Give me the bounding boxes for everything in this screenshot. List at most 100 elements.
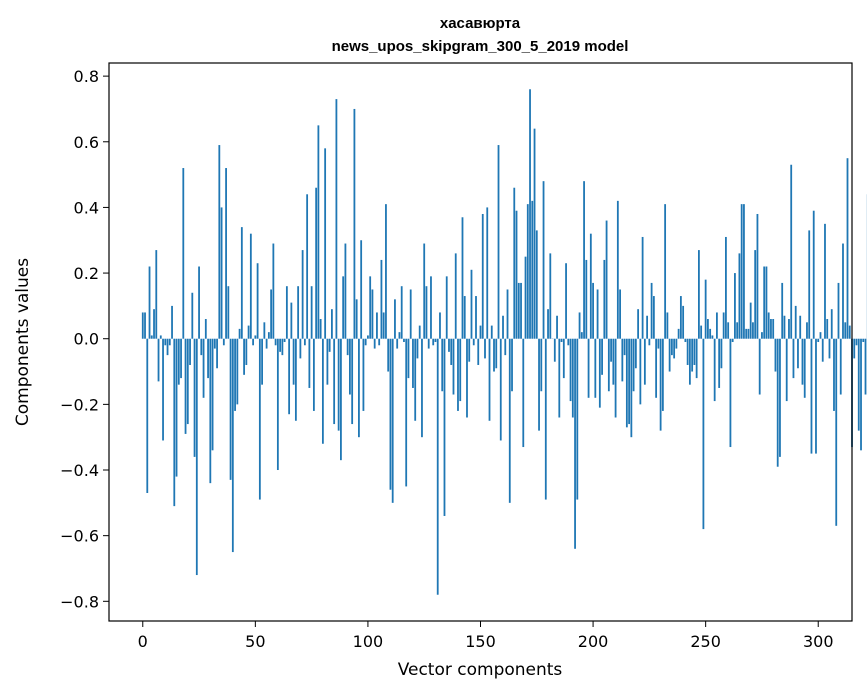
bar-component-235 — [670, 338, 673, 356]
bar-component-218 — [632, 338, 635, 392]
bar-component-213 — [621, 338, 624, 382]
bar-component-9 — [162, 338, 164, 441]
bar-component-37 — [225, 168, 227, 339]
bar-component-294 — [803, 338, 806, 398]
bar-component-161 — [504, 338, 507, 356]
bar-component-96 — [358, 338, 360, 438]
bar-component-301 — [819, 332, 822, 339]
bar-component-289 — [792, 338, 795, 379]
bar-component-169 — [522, 338, 525, 448]
bar-component-36 — [222, 338, 225, 346]
bar-component-54 — [263, 322, 266, 339]
bar-component-84 — [331, 309, 333, 339]
bar-component-197 — [585, 259, 588, 339]
bar-component-80 — [321, 338, 324, 444]
bar-component-29 — [207, 338, 209, 379]
bar-component-297 — [810, 338, 813, 454]
bar-component-56 — [267, 332, 270, 339]
bar-component-229 — [657, 338, 660, 349]
bar-component-15 — [175, 338, 178, 477]
x-tick-label: 150 — [465, 632, 496, 651]
bar-component-266 — [740, 204, 743, 339]
bar-component-1 — [144, 312, 146, 339]
bar-component-248 — [700, 325, 703, 339]
bar-component-251 — [707, 319, 709, 339]
bar-component-220 — [637, 309, 640, 339]
bar-component-233 — [666, 312, 669, 339]
bar-component-45 — [243, 338, 245, 375]
bar-component-23 — [193, 338, 196, 457]
bar-component-123 — [418, 325, 421, 339]
bar-series — [141, 89, 867, 595]
bar-component-174 — [533, 128, 536, 339]
bar-component-232 — [664, 204, 667, 339]
bar-component-279 — [770, 319, 772, 339]
bar-component-124 — [421, 338, 423, 438]
bar-component-305 — [828, 338, 831, 359]
bar-component-321 — [864, 338, 867, 395]
bar-component-252 — [709, 328, 712, 339]
bar-component-105 — [378, 338, 381, 346]
bar-component-268 — [745, 328, 748, 339]
bar-component-224 — [646, 315, 649, 339]
bar-component-287 — [788, 319, 790, 339]
bar-component-319 — [860, 338, 862, 451]
bar-component-158 — [497, 145, 500, 339]
bar-component-247 — [698, 250, 700, 339]
bar-component-38 — [227, 286, 230, 339]
bar-component-267 — [743, 204, 745, 339]
y-tick-label: −0.6 — [60, 527, 99, 546]
bar-component-210 — [614, 338, 617, 418]
bar-component-86 — [335, 99, 338, 339]
bar-component-129 — [432, 338, 435, 346]
bar-component-313 — [846, 158, 849, 339]
bar-component-320 — [862, 338, 865, 342]
bar-component-175 — [535, 230, 538, 339]
bar-component-263 — [734, 273, 736, 339]
bar-component-102 — [371, 289, 374, 339]
bar-component-260 — [727, 322, 730, 339]
bar-component-269 — [747, 328, 750, 339]
bar-component-13 — [171, 305, 173, 339]
bar-component-298 — [812, 210, 815, 339]
bar-component-180 — [547, 309, 549, 339]
bar-component-219 — [634, 338, 637, 369]
bar-component-162 — [506, 289, 509, 339]
bar-component-85 — [333, 338, 336, 425]
bar-component-187 — [562, 338, 565, 379]
bar-component-154 — [488, 338, 491, 421]
bar-component-110 — [389, 338, 392, 490]
bar-component-262 — [731, 338, 734, 342]
bar-component-76 — [312, 338, 315, 411]
chart-title-line1: хасавюрта — [440, 15, 521, 32]
bar-component-153 — [486, 207, 489, 339]
bar-component-302 — [821, 338, 824, 362]
bar-component-291 — [797, 338, 799, 369]
bar-component-69 — [297, 286, 300, 339]
bar-component-63 — [283, 338, 286, 342]
bar-component-145 — [468, 338, 471, 362]
y-axis-ticks: −0.8 −0.6 −0.4 −0.2 0.0 0.2 0.4 0.6 0.8 — [60, 67, 109, 611]
bar-component-284 — [781, 282, 784, 339]
bar-component-244 — [691, 338, 694, 372]
bar-component-201 — [594, 338, 597, 398]
bar-component-89 — [342, 276, 345, 339]
bar-component-107 — [382, 312, 385, 339]
bar-component-192 — [574, 338, 576, 549]
bar-component-132 — [439, 312, 441, 339]
bar-component-103 — [373, 338, 376, 349]
bar-component-31 — [211, 338, 214, 451]
bar-component-245 — [693, 338, 696, 365]
bar-component-42 — [236, 338, 239, 405]
bar-component-125 — [423, 243, 426, 339]
bar-component-14 — [173, 338, 176, 507]
bar-component-171 — [526, 204, 529, 339]
bar-component-155 — [490, 325, 493, 339]
bar-component-19 — [184, 338, 187, 434]
bar-component-75 — [310, 286, 313, 339]
bar-component-113 — [396, 338, 399, 349]
bar-component-310 — [839, 338, 842, 395]
bar-component-243 — [688, 338, 691, 385]
bar-component-87 — [337, 338, 340, 431]
bar-component-223 — [643, 338, 646, 385]
